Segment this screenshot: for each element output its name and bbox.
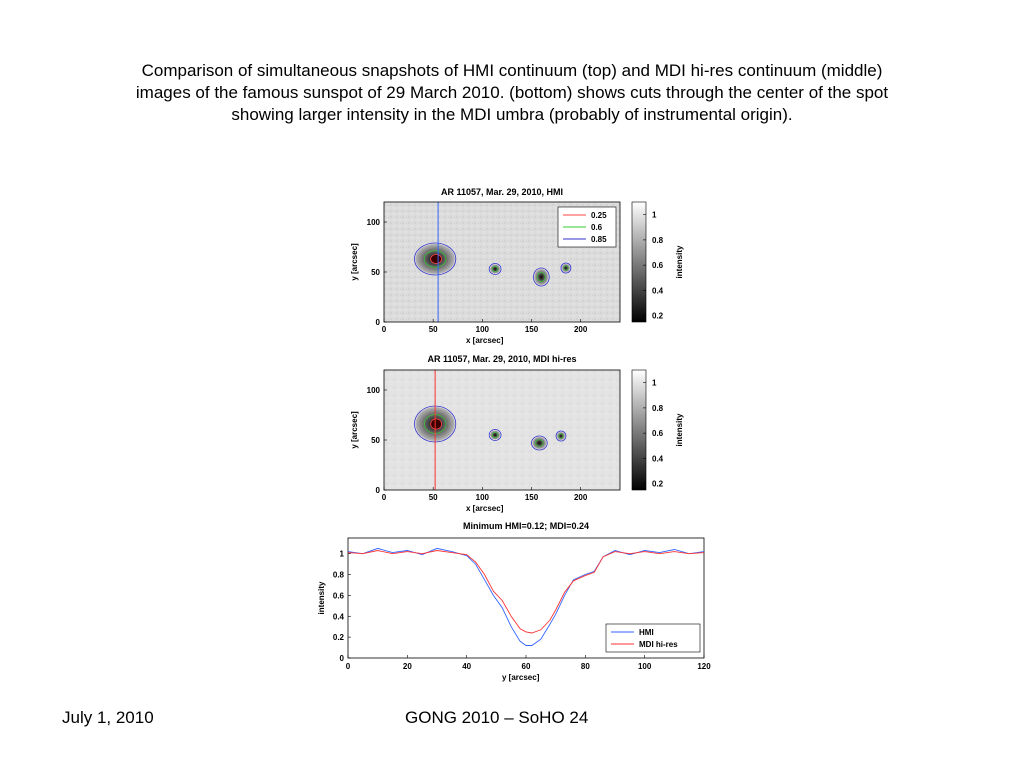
x-axis-label: x [arcsec] — [466, 504, 504, 513]
sunspot — [557, 432, 565, 440]
colorbar-tick-label: 0.6 — [652, 429, 664, 438]
series-line-hmi — [347, 547, 705, 646]
legend: HMI MDI hi-res — [605, 623, 701, 653]
x-tick-label: 80 — [581, 662, 590, 671]
caption-line-1: Comparison of simultaneous snapshots of … — [141, 61, 883, 80]
x-tick-label: 0 — [382, 325, 387, 334]
panel-title: Minimum HMI=0.12; MDI=0.24 — [463, 521, 589, 531]
contour-06 — [535, 439, 544, 447]
y-tick-label: 100 — [367, 386, 381, 395]
x-tick-label: 20 — [403, 662, 412, 671]
y-axis-label: y [arcsec] — [350, 243, 359, 281]
x-tick-label: 0 — [382, 493, 387, 502]
plot-frame — [383, 201, 621, 323]
contour-085 — [531, 435, 548, 451]
colorbar-tick-label: 0.8 — [652, 404, 664, 413]
x-axis-label: y [arcsec] — [502, 673, 540, 682]
x-tick-label: 150 — [525, 325, 539, 334]
series-line-mdi-hi-res — [347, 550, 705, 634]
legend-label: 0.85 — [591, 235, 607, 244]
footer-conference: GONG 2010 – SoHO 24 — [405, 708, 589, 727]
x-tick-label: 100 — [476, 493, 490, 502]
panel-title: AR 11057, Mar. 29, 2010, HMI — [441, 187, 563, 197]
colorbar-gradient — [631, 201, 647, 323]
colorbar-tick-label: 0.2 — [652, 480, 664, 489]
legend-label: 0.6 — [591, 223, 603, 232]
x-tick-label: 50 — [429, 325, 438, 334]
x-tick-label: 0 — [346, 662, 351, 671]
caption: Comparison of simultaneous snapshots of … — [40, 60, 984, 126]
y-tick-label: 100 — [367, 218, 381, 227]
contour-06 — [492, 432, 499, 438]
contour-085 — [488, 429, 502, 441]
cut-profile-panel: Minimum HMI=0.12; MDI=0.24 0 20 40 60 80 100 12… — [317, 521, 711, 682]
colorbar-tick-label: 1 — [652, 379, 657, 388]
contour-06 — [563, 265, 569, 271]
legend-label: MDI hi-res — [639, 640, 678, 649]
contour-085 — [533, 267, 550, 287]
y-tick-label: 50 — [371, 436, 380, 445]
caption-line-3: showing larger intensity in the MDI umbr… — [231, 105, 793, 124]
x-tick-label: 50 — [429, 493, 438, 502]
y-tick-label: 50 — [371, 268, 380, 277]
plot-frame — [383, 369, 621, 491]
legend-box — [605, 623, 701, 653]
legend: 0.25 0.6 0.85 — [557, 206, 617, 248]
y-tick-label: 0.4 — [333, 612, 345, 621]
sunspot — [534, 269, 549, 285]
sunspot — [490, 430, 501, 440]
colorbar-tick-label: 0.8 — [652, 236, 664, 245]
footer-date: July 1, 2010 — [62, 708, 154, 727]
x-tick-label: 60 — [522, 662, 531, 671]
colorbar-tick-label: 0.4 — [652, 286, 664, 295]
contour-06 — [492, 266, 499, 272]
panel-title: AR 11057, Mar. 29, 2010, MDI hi-res — [427, 354, 576, 364]
contour-025 — [430, 254, 443, 264]
x-tick-label: 40 — [462, 662, 471, 671]
sunspot — [490, 264, 501, 274]
colorbar: 1 0.8 0.6 0.4 0.2 intensity — [631, 369, 684, 491]
y-tick-label: 0 — [376, 486, 381, 495]
colorbar-tick-label: 0.6 — [652, 261, 664, 270]
colorbar: 1 0.8 0.6 0.4 0.2 intensity — [631, 201, 684, 323]
contour-06 — [537, 272, 546, 282]
y-tick-label: 0 — [376, 318, 381, 327]
sunspot — [532, 437, 547, 449]
colorbar-label: intensity — [675, 245, 684, 278]
x-tick-label: 100 — [476, 325, 490, 334]
legend-label: HMI — [639, 628, 654, 637]
x-tick-label: 200 — [574, 493, 588, 502]
sunspot — [561, 264, 570, 272]
contour-085 — [488, 263, 502, 275]
y-tick-label: 0 — [340, 654, 345, 663]
y-tick-label: 0.6 — [333, 591, 345, 600]
contour-06 — [423, 250, 447, 268]
contour-085 — [414, 242, 457, 276]
x-tick-label: 120 — [697, 662, 711, 671]
y-tick-label: 0.2 — [333, 633, 345, 642]
contour-085 — [560, 262, 572, 274]
caption-line-2: images of the famous sunspot of 29 March… — [135, 83, 889, 102]
colorbar-tick-label: 1 — [652, 211, 657, 220]
colorbar-tick-label: 0.2 — [652, 312, 664, 321]
colorbar-gradient — [631, 369, 647, 491]
y-axis-label: y [arcsec] — [350, 411, 359, 449]
x-tick-label: 150 — [525, 493, 539, 502]
x-axis-label: x [arcsec] — [466, 336, 504, 345]
colorbar-label: intensity — [675, 413, 684, 446]
colorbar-tick-label: 0.4 — [652, 454, 664, 463]
x-tick-label: 200 — [574, 325, 588, 334]
x-tick-label: 100 — [638, 662, 652, 671]
y-tick-label: 0.8 — [333, 571, 345, 580]
legend-label: 0.25 — [591, 211, 607, 220]
y-tick-label: 1 — [340, 550, 345, 559]
contour-025 — [430, 418, 443, 430]
contour-085 — [555, 430, 567, 442]
y-axis-label: intensity — [317, 581, 326, 614]
contour-06 — [558, 433, 564, 439]
